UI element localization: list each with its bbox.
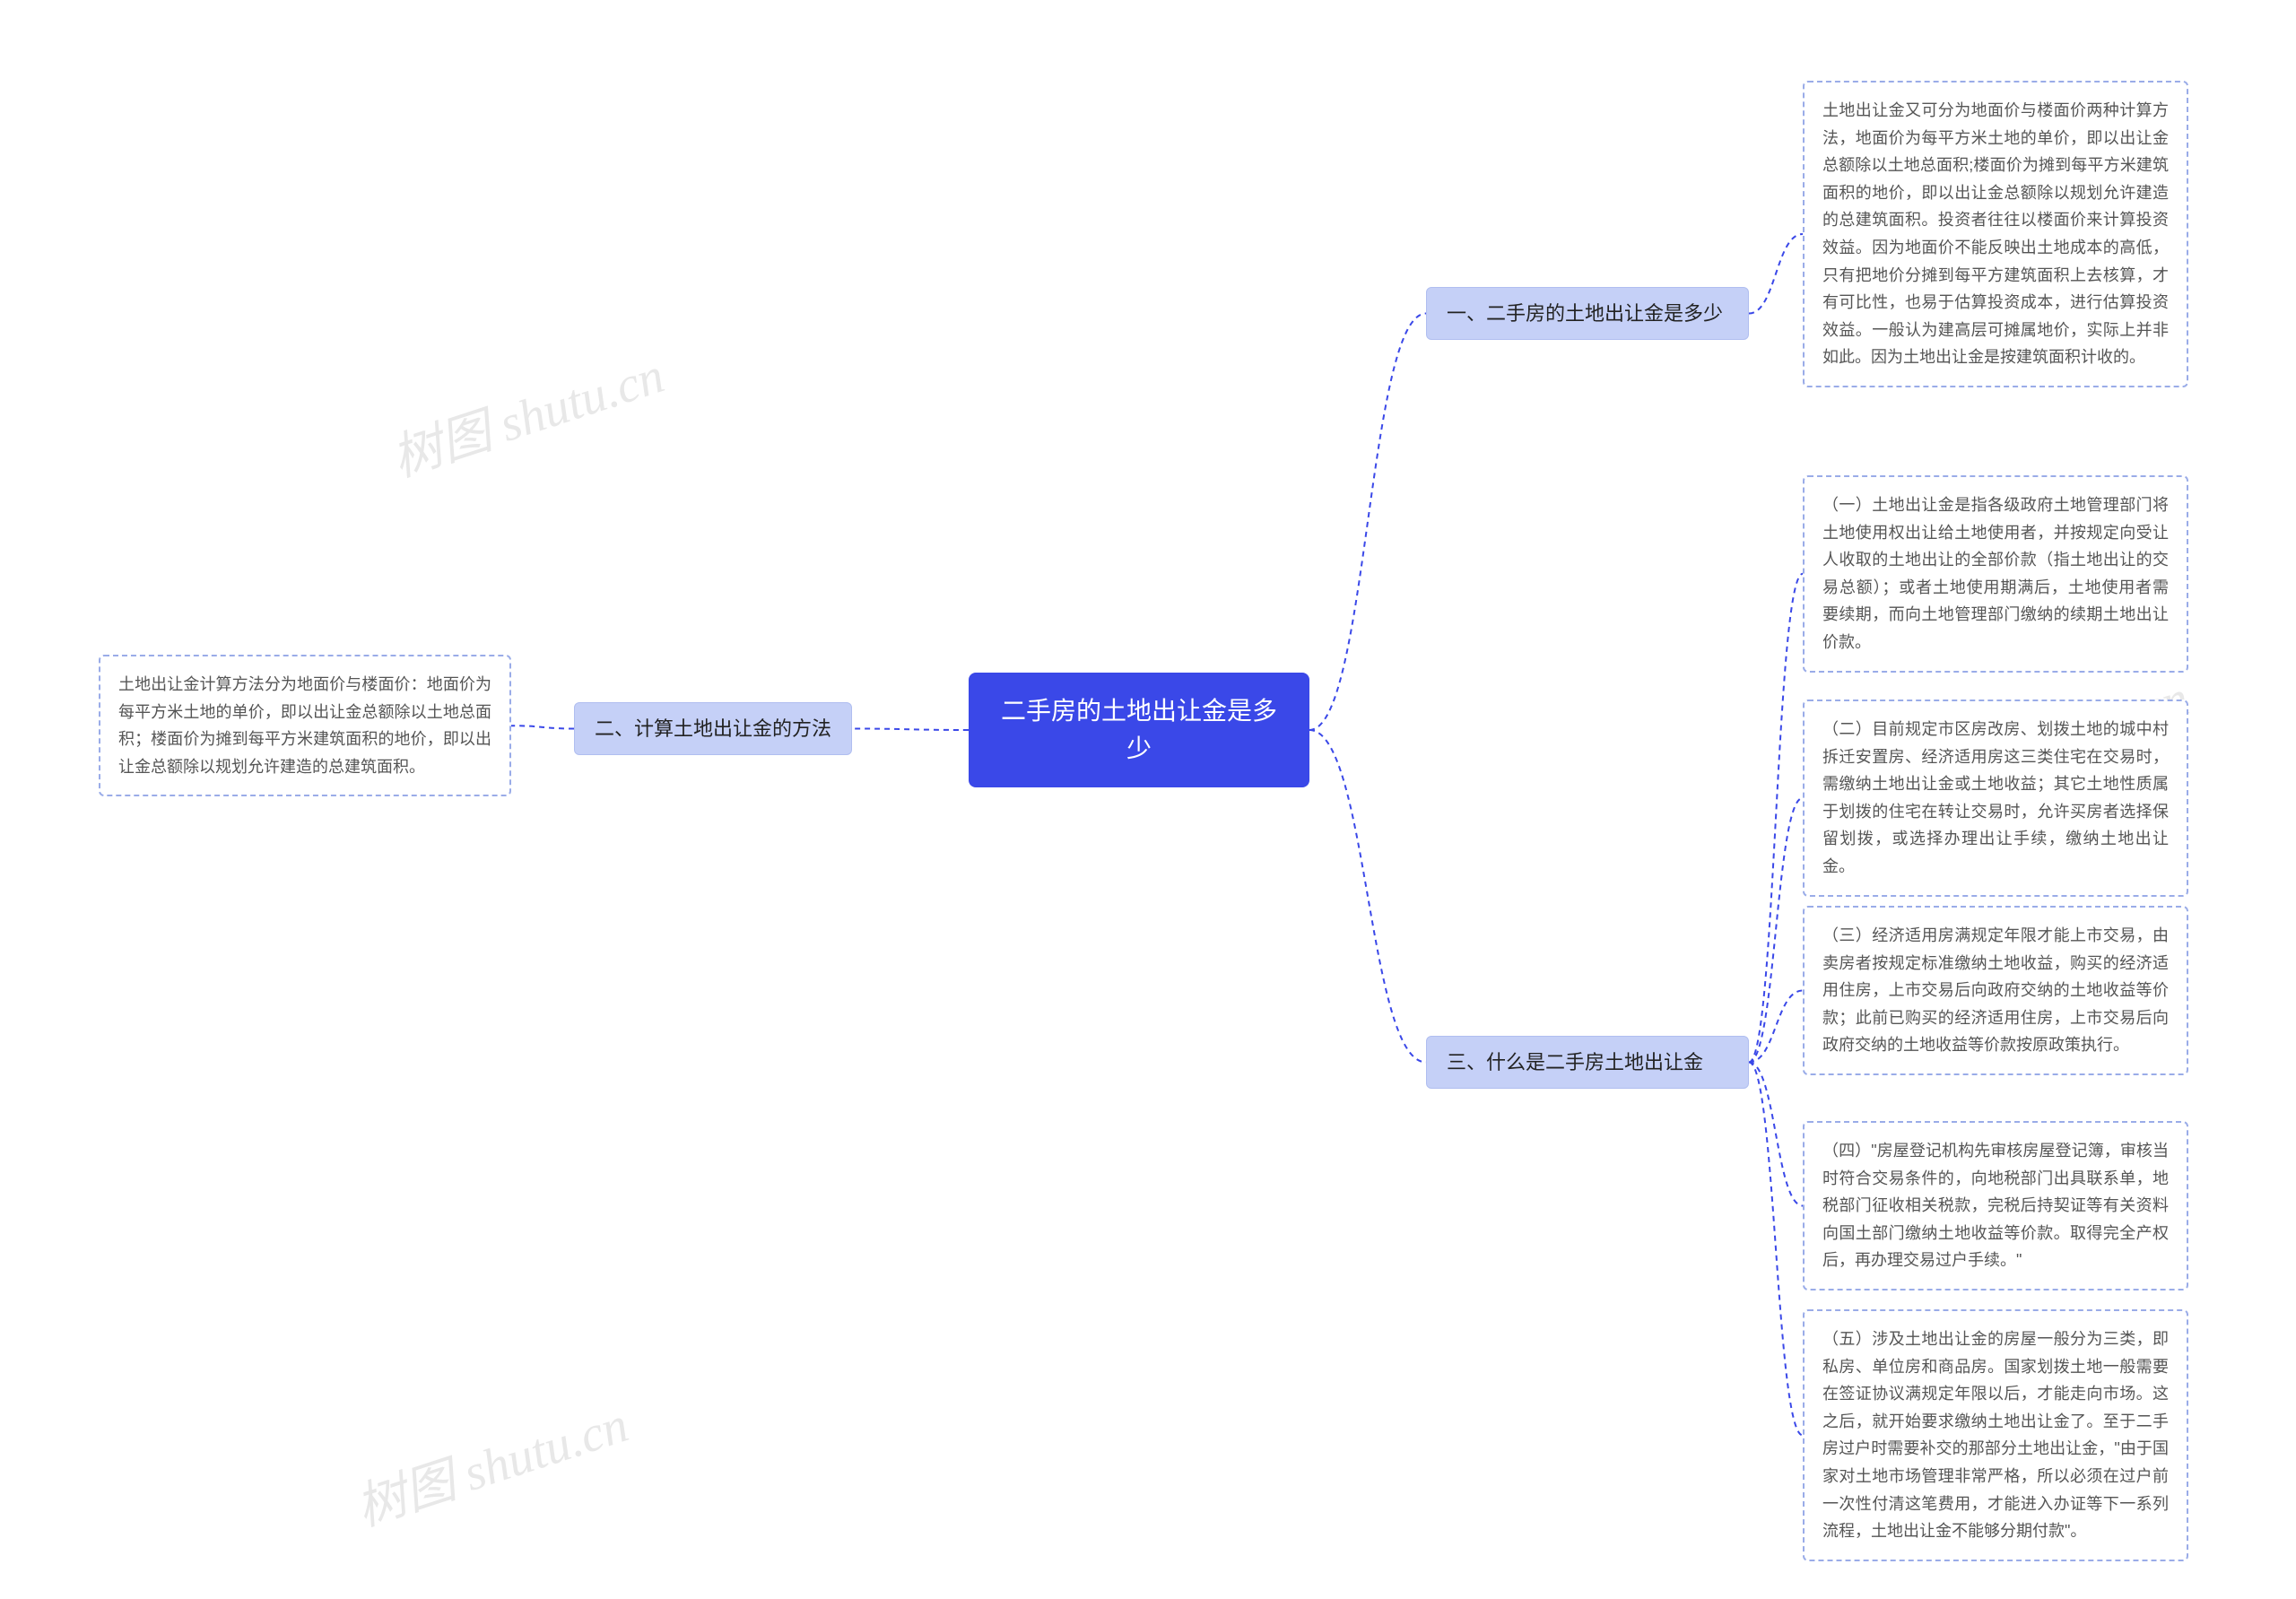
leaf-3-3: （三）经济适用房满规定年限才能上市交易，由卖房者按规定标准缴纳土地收益，购买的经… <box>1803 906 2188 1075</box>
branch-2-label: 二、计算土地出让金的方法 <box>595 717 831 740</box>
mindmap-root: 二手房的土地出让金是多少 <box>969 673 1309 787</box>
leaf-3-5: （五）涉及土地出让金的房屋一般分为三类，即私房、单位房和商品房。国家划拨土地一般… <box>1803 1309 2188 1561</box>
leaf-3-1: （一）土地出让金是指各级政府土地管理部门将土地使用权出让给土地使用者，并按规定向… <box>1803 475 2188 673</box>
leaf-1-text: 土地出让金又可分为地面价与楼面价两种计算方法，地面价为每平方米土地的单价，即以出… <box>1822 101 2169 366</box>
branch-1: 一、二手房的土地出让金是多少 <box>1426 287 1749 340</box>
watermark: 树图 shutu.cn <box>345 1384 636 1540</box>
leaf-3-5-text: （五）涉及土地出让金的房屋一般分为三类，即私房、单位房和商品房。国家划拨土地一般… <box>1822 1330 2169 1540</box>
leaf-3-4: （四）"房屋登记机构先审核房屋登记簿，审核当时符合交易条件的，向地税部门出具联系… <box>1803 1121 2188 1290</box>
leaf-3-2: （二）目前规定市区房改房、划拨土地的城中村拆迁安置房、经济适用房这三类住宅在交易… <box>1803 700 2188 897</box>
branch-1-label: 一、二手房的土地出让金是多少 <box>1447 302 1723 325</box>
root-text: 二手房的土地出让金是多少 <box>1001 697 1277 762</box>
leaf-1: 土地出让金又可分为地面价与楼面价两种计算方法，地面价为每平方米土地的单价，即以出… <box>1803 81 2188 387</box>
branch-3: 三、什么是二手房土地出让金 <box>1426 1036 1749 1089</box>
leaf-2-text: 土地出让金计算方法分为地面价与楼面价：地面价为每平方米土地的单价，即以出让金总额… <box>118 675 491 776</box>
watermark: 树图 shutu.cn <box>381 335 672 491</box>
branch-2: 二、计算土地出让金的方法 <box>574 702 852 755</box>
leaf-3-1-text: （一）土地出让金是指各级政府土地管理部门将土地使用权出让给土地使用者，并按规定向… <box>1822 496 2169 651</box>
branch-3-label: 三、什么是二手房土地出让金 <box>1447 1051 1703 1073</box>
leaf-3-4-text: （四）"房屋登记机构先审核房屋登记簿，审核当时符合交易条件的，向地税部门出具联系… <box>1822 1142 2169 1269</box>
leaf-3-3-text: （三）经济适用房满规定年限才能上市交易，由卖房者按规定标准缴纳土地收益，购买的经… <box>1822 926 2169 1054</box>
leaf-2: 土地出让金计算方法分为地面价与楼面价：地面价为每平方米土地的单价，即以出让金总额… <box>99 655 511 796</box>
leaf-3-2-text: （二）目前规定市区房改房、划拨土地的城中村拆迁安置房、经济适用房这三类住宅在交易… <box>1822 720 2169 875</box>
